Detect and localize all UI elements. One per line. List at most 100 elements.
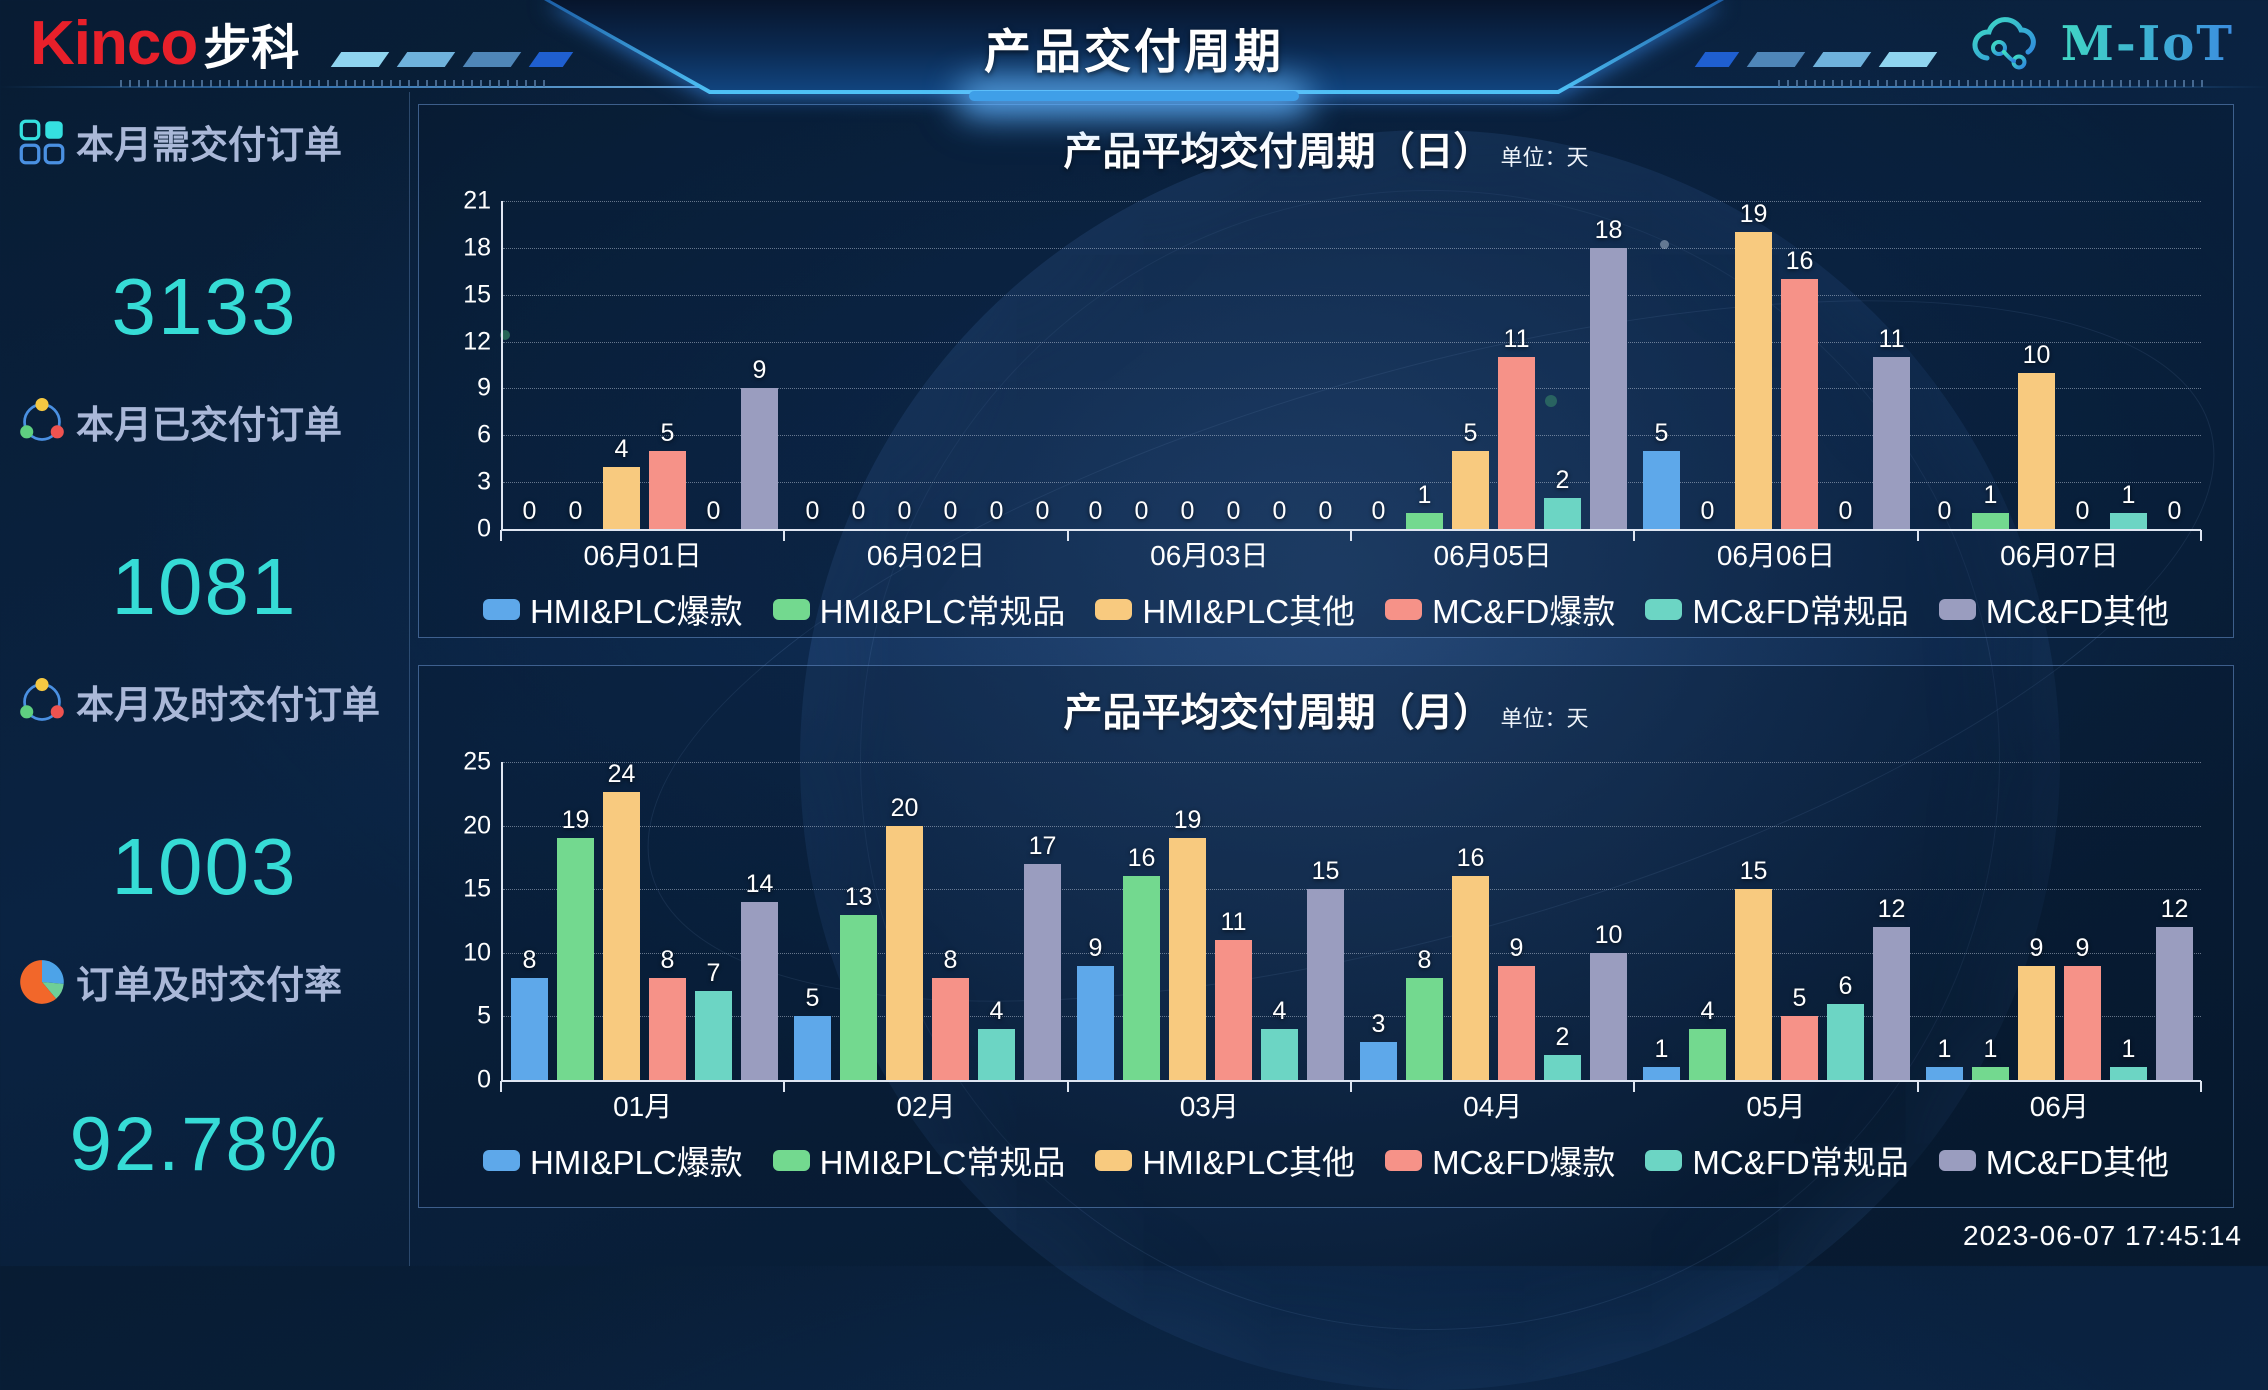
legend-item[interactable]: MC&FD常规品 [1645,1136,1909,1184]
bar-wrapper: 15 [1307,762,1344,1080]
kpi-label: 本月及时交付订单 [76,685,381,727]
bar[interactable] [557,838,594,1080]
legend-item[interactable]: HMI&PLC其他 [1095,1136,1355,1184]
bar[interactable] [741,388,778,529]
bar[interactable] [1406,513,1443,529]
bar[interactable] [1689,1029,1726,1080]
dash-decoration-left [330,52,574,67]
x-axis-tick [783,1081,786,1092]
bar-wrapper: 1 [2110,201,2147,529]
bar[interactable] [794,1016,831,1080]
x-axis-tick [1350,530,1352,541]
bar-value-label: 15 [1311,857,1340,886]
bar[interactable] [978,1029,1015,1080]
bar[interactable] [1360,1041,1397,1080]
bar-value-label: 0 [2167,497,2182,525]
bar[interactable] [511,978,548,1080]
bar-wrapper: 0 [932,201,969,529]
bar-value-label: 5 [660,418,675,447]
bar[interactable] [1926,1067,1963,1080]
bar[interactable] [1169,838,1206,1080]
legend-label: MC&FD其他 [1985,1144,2170,1181]
bar[interactable] [1827,1003,1864,1080]
bar[interactable] [1498,357,1535,529]
x-axis-label: 05月 [1746,1091,1806,1122]
legend-item[interactable]: MC&FD常规品 [1645,585,1909,633]
bar[interactable] [1873,357,1910,529]
bar[interactable] [932,978,969,1080]
bar[interactable] [603,792,640,1080]
bar[interactable] [741,901,778,1080]
legend-item[interactable]: HMI&PLC常规品 [772,585,1065,633]
legend-item[interactable]: HMI&PLC常规品 [772,1136,1066,1184]
bar[interactable] [1643,1067,1680,1080]
bar[interactable] [2110,1067,2147,1080]
bar[interactable] [1643,450,1680,529]
bar-wrapper: 12 [2156,762,2193,1080]
bar[interactable] [2110,513,2147,529]
legend-label: HMI&PLC其他 [1142,593,1356,630]
bar-value-label: 9 [752,356,767,385]
gridline [503,762,2201,763]
bar[interactable] [1215,940,1252,1080]
x-axis-tick [500,530,502,541]
main-content: 产品平均交付周期（日） 单位：天 0 3 6 9 12 15 18 21 0 0 4 5 0 9 0 0 0 0 0… [410,92,2268,1266]
bar[interactable] [1590,952,1627,1080]
legend-item[interactable]: HMI&PLC其他 [1095,585,1355,633]
bar[interactable] [1544,1054,1581,1080]
bar[interactable] [1452,876,1489,1080]
bar-value-label: 18 [1594,215,1623,244]
legend-item[interactable]: HMI&PLC爆款 [482,585,743,633]
bar[interactable] [2018,965,2055,1080]
x-axis-label: 03月 [1179,1091,1239,1122]
bar[interactable] [2064,965,2101,1080]
y-axis-tick: 0 [477,514,491,543]
bar[interactable] [2156,927,2193,1080]
bar[interactable] [649,978,686,1080]
bar[interactable] [1261,1029,1298,1080]
bar[interactable] [1781,1016,1818,1080]
bar[interactable] [1972,513,2009,529]
bar-wrapper: 9 [1498,762,1535,1080]
y-axis-tick: 0 [477,1065,491,1094]
bar-value-label: 11 [1220,908,1247,937]
x-axis: 01月 02月 03月 04月 05月 06月 [500,1081,2202,1128]
bar-group: 3 8 16 9 2 10 [1352,762,1635,1080]
bar[interactable] [695,990,732,1080]
bar[interactable] [603,466,640,529]
pie-icon [20,959,64,1004]
bar[interactable] [1452,450,1489,529]
bar[interactable] [1544,497,1581,529]
bar[interactable] [1972,1067,2009,1080]
legend-label: HMI&PLC常规品 [819,1144,1066,1181]
bar[interactable] [2018,372,2055,529]
bar[interactable] [1307,889,1344,1080]
bar[interactable] [1406,978,1443,1080]
bar[interactable] [1123,876,1160,1080]
bar-value-label: 0 [1700,497,1715,525]
legend-item[interactable]: MC&FD爆款 [1385,1136,1615,1184]
bar[interactable] [1077,965,1114,1080]
bar-wrapper: 24 [603,762,640,1080]
legend-item[interactable]: HMI&PLC爆款 [482,1136,743,1184]
bar[interactable] [1498,965,1535,1080]
bar-wrapper: 5 [649,201,686,529]
bar-wrapper: 16 [1123,762,1160,1080]
gridline [503,201,2201,202]
bar[interactable] [1024,863,1061,1080]
bar[interactable] [1735,889,1772,1080]
legend-item[interactable]: MC&FD爆款 [1385,585,1615,633]
legend-item[interactable]: MC&FD其他 [1938,1136,2170,1184]
bar[interactable] [1735,232,1772,529]
bar-value-label: 19 [1173,806,1202,835]
bar[interactable] [1781,279,1818,529]
x-axis-label: 02月 [896,1091,956,1122]
bar[interactable] [840,914,877,1080]
bar[interactable] [649,450,686,529]
legend-swatch [1645,598,1683,620]
bar[interactable] [1590,247,1627,529]
bar[interactable] [886,825,923,1080]
legend-item[interactable]: MC&FD其他 [1938,585,2169,633]
bar[interactable] [1873,927,1910,1080]
bar-wrapper: 19 [1169,762,1206,1080]
